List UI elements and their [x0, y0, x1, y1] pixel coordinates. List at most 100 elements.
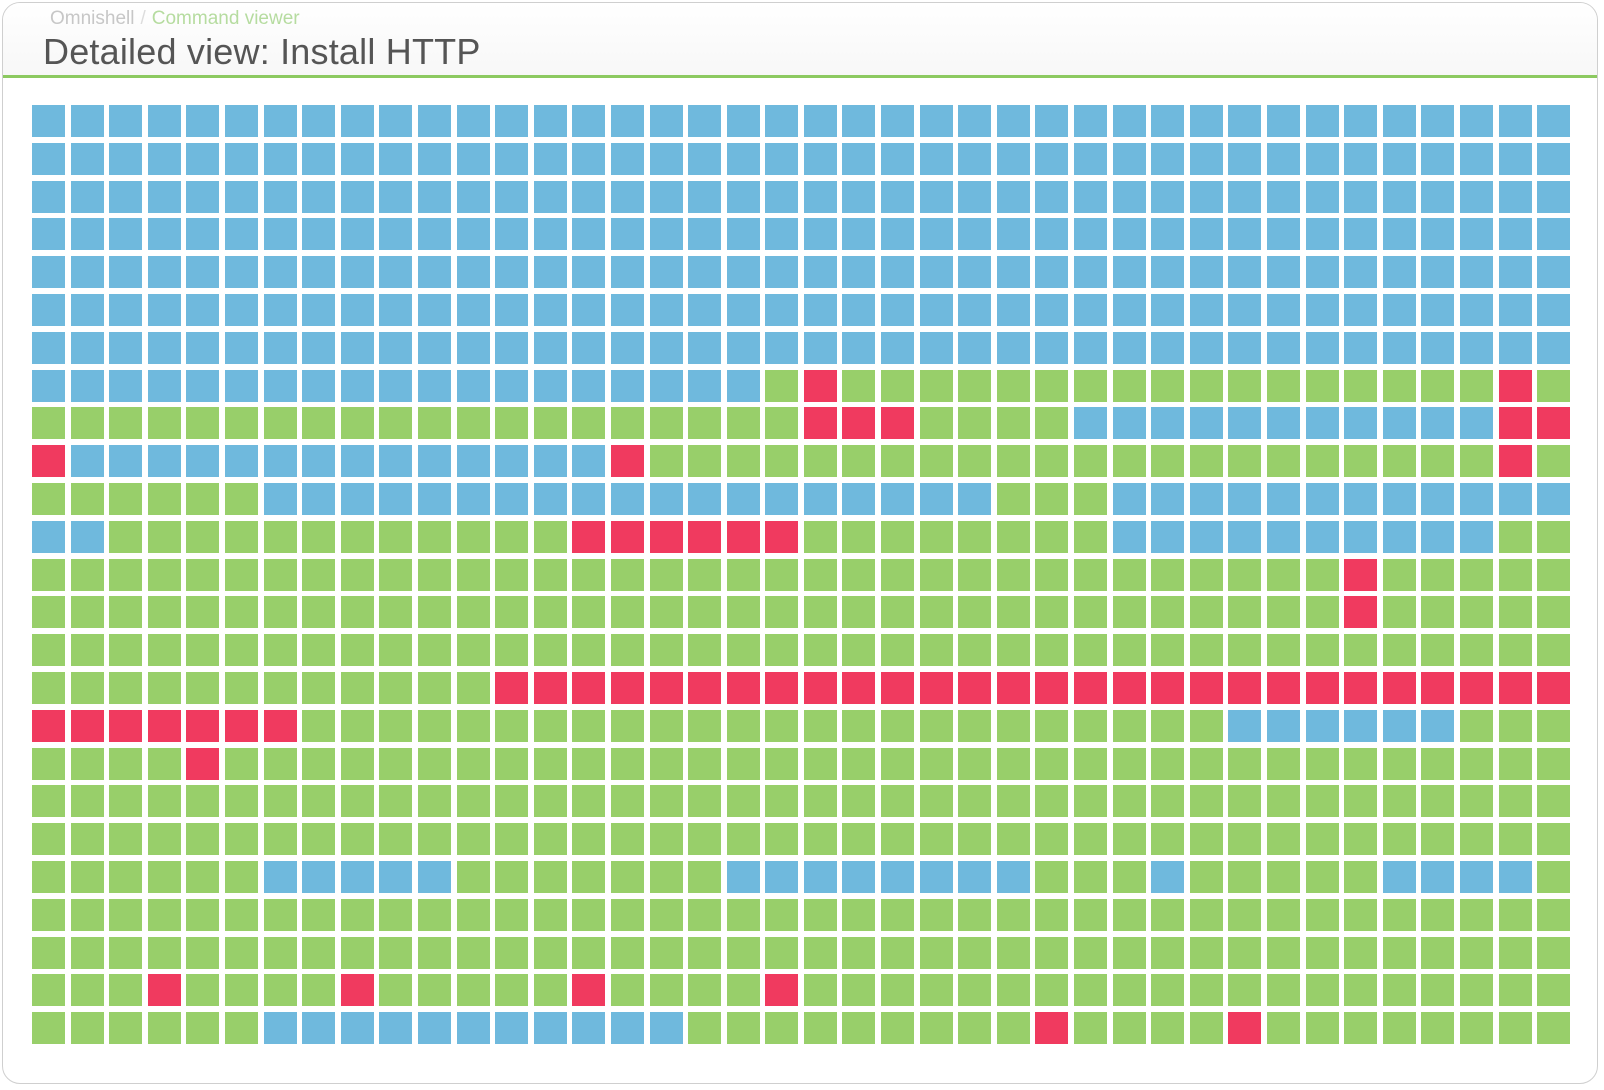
grid-cell-pending[interactable] [1228, 482, 1262, 515]
grid-cell-success[interactable] [726, 558, 760, 591]
grid-cell-success[interactable] [456, 671, 490, 704]
grid-cell-success[interactable] [1421, 785, 1455, 818]
grid-cell-success[interactable] [803, 747, 837, 780]
grid-cell-success[interactable] [610, 558, 644, 591]
grid-cell-success[interactable] [32, 634, 65, 667]
grid-cell-success[interactable] [1382, 634, 1416, 667]
grid-cell-failed[interactable] [1498, 369, 1532, 402]
grid-cell-pending[interactable] [379, 445, 413, 478]
grid-cell-failed[interactable] [186, 747, 220, 780]
grid-cell-success[interactable] [1112, 823, 1146, 856]
grid-cell-success[interactable] [572, 747, 606, 780]
grid-cell-pending[interactable] [379, 105, 413, 137]
grid-cell-success[interactable] [1151, 936, 1185, 969]
grid-cell-success[interactable] [186, 974, 220, 1007]
grid-cell-success[interactable] [1459, 634, 1493, 667]
grid-cell-success[interactable] [958, 1012, 992, 1045]
grid-cell-pending[interactable] [417, 860, 451, 893]
grid-cell-pending[interactable] [765, 180, 799, 213]
grid-cell-pending[interactable] [803, 105, 837, 137]
grid-cell-success[interactable] [302, 558, 336, 591]
grid-cell-pending[interactable] [224, 218, 258, 251]
grid-cell-success[interactable] [1305, 747, 1339, 780]
grid-cell-success[interactable] [302, 407, 336, 440]
grid-cell-pending[interactable] [1305, 709, 1339, 742]
grid-cell-success[interactable] [147, 407, 181, 440]
grid-cell-pending[interactable] [688, 369, 722, 402]
grid-cell-success[interactable] [1421, 747, 1455, 780]
grid-cell-success[interactable] [1537, 634, 1571, 667]
grid-cell-success[interactable] [1459, 558, 1493, 591]
grid-cell-success[interactable] [1112, 596, 1146, 629]
grid-cell-success[interactable] [32, 898, 65, 931]
grid-cell-pending[interactable] [263, 1012, 297, 1045]
grid-cell-failed[interactable] [572, 520, 606, 553]
grid-cell-success[interactable] [224, 482, 258, 515]
grid-cell-pending[interactable] [1305, 293, 1339, 326]
grid-cell-pending[interactable] [1421, 860, 1455, 893]
grid-cell-pending[interactable] [32, 105, 65, 137]
grid-cell-success[interactable] [1305, 974, 1339, 1007]
grid-cell-pending[interactable] [379, 860, 413, 893]
grid-cell-success[interactable] [70, 407, 104, 440]
grid-cell-failed[interactable] [1228, 1012, 1262, 1045]
grid-cell-pending[interactable] [1421, 142, 1455, 175]
grid-cell-pending[interactable] [302, 293, 336, 326]
grid-cell-success[interactable] [495, 936, 529, 969]
grid-cell-pending[interactable] [32, 520, 65, 553]
grid-cell-pending[interactable] [765, 105, 799, 137]
grid-cell-success[interactable] [1228, 369, 1262, 402]
grid-cell-failed[interactable] [1151, 671, 1185, 704]
grid-cell-success[interactable] [919, 1012, 953, 1045]
grid-cell-pending[interactable] [1459, 218, 1493, 251]
grid-cell-success[interactable] [186, 860, 220, 893]
grid-cell-failed[interactable] [1498, 407, 1532, 440]
grid-cell-success[interactable] [572, 860, 606, 893]
grid-cell-pending[interactable] [958, 142, 992, 175]
grid-cell-success[interactable] [533, 407, 567, 440]
grid-cell-failed[interactable] [803, 369, 837, 402]
grid-cell-pending[interactable] [765, 142, 799, 175]
grid-cell-success[interactable] [958, 520, 992, 553]
grid-cell-success[interactable] [1382, 785, 1416, 818]
grid-cell-success[interactable] [1189, 596, 1223, 629]
grid-cell-success[interactable] [1228, 785, 1262, 818]
grid-cell-pending[interactable] [109, 331, 143, 364]
grid-cell-pending[interactable] [109, 142, 143, 175]
grid-cell-failed[interactable] [1267, 671, 1300, 704]
grid-cell-pending[interactable] [1112, 142, 1146, 175]
grid-cell-success[interactable] [919, 445, 953, 478]
grid-cell-pending[interactable] [1537, 105, 1571, 137]
grid-cell-pending[interactable] [881, 293, 915, 326]
grid-cell-pending[interactable] [302, 860, 336, 893]
grid-cell-success[interactable] [533, 709, 567, 742]
grid-cell-success[interactable] [842, 898, 876, 931]
grid-cell-pending[interactable] [302, 218, 336, 251]
grid-cell-success[interactable] [649, 407, 683, 440]
grid-cell-success[interactable] [186, 634, 220, 667]
grid-cell-success[interactable] [996, 634, 1030, 667]
grid-cell-success[interactable] [109, 747, 143, 780]
grid-cell-pending[interactable] [1498, 180, 1532, 213]
grid-cell-success[interactable] [1382, 823, 1416, 856]
grid-cell-pending[interactable] [610, 218, 644, 251]
grid-cell-success[interactable] [109, 823, 143, 856]
grid-cell-success[interactable] [417, 671, 451, 704]
grid-cell-pending[interactable] [1228, 709, 1262, 742]
grid-cell-success[interactable] [1267, 369, 1300, 402]
grid-cell-success[interactable] [147, 747, 181, 780]
grid-cell-success[interactable] [1035, 596, 1069, 629]
grid-cell-pending[interactable] [996, 256, 1030, 289]
grid-cell-failed[interactable] [1537, 671, 1571, 704]
grid-cell-pending[interactable] [1189, 105, 1223, 137]
grid-cell-success[interactable] [958, 974, 992, 1007]
grid-cell-pending[interactable] [340, 445, 374, 478]
grid-cell-pending[interactable] [302, 256, 336, 289]
grid-cell-success[interactable] [842, 823, 876, 856]
grid-cell-success[interactable] [147, 936, 181, 969]
grid-cell-success[interactable] [765, 823, 799, 856]
grid-cell-success[interactable] [456, 558, 490, 591]
grid-cell-pending[interactable] [803, 331, 837, 364]
grid-cell-success[interactable] [70, 936, 104, 969]
grid-cell-pending[interactable] [1537, 256, 1571, 289]
